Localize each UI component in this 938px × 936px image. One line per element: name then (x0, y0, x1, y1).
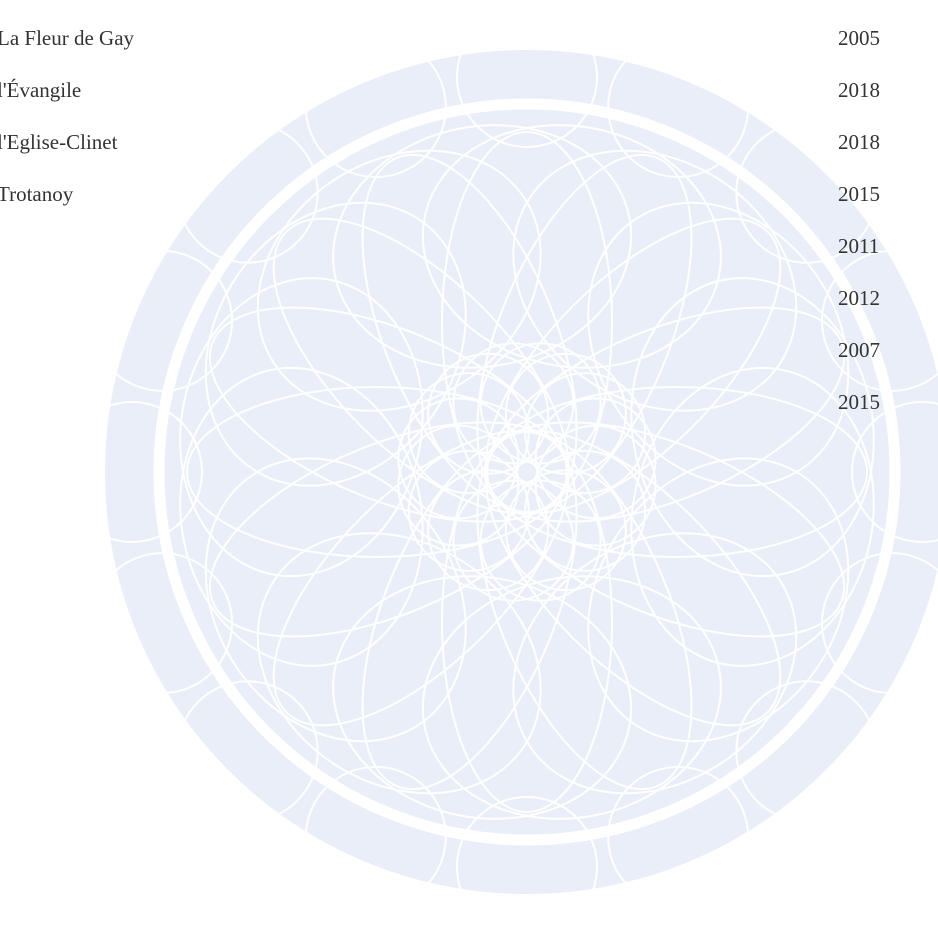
wine-year: 2011 (838, 234, 879, 258)
wine-name: La Fleur de Gay (0, 26, 135, 50)
wine-year: 2018 (838, 130, 880, 154)
rosette-background (62, 7, 938, 936)
page: La Fleur de Gay 2005 l'Évangile 2018 l'Eglis… (0, 0, 938, 936)
wine-year: 2005 (838, 26, 880, 50)
wine-year: 2012 (838, 286, 880, 310)
rosette-disc (105, 50, 938, 894)
wine-year: 2007 (838, 338, 880, 362)
wine-list: La Fleur de Gay 2005 l'Évangile 2018 l'Eglis… (0, 0, 938, 936)
wine-year: 2018 (838, 78, 880, 102)
wine-name: l'Évangile (0, 78, 81, 102)
wine-year: 2015 (838, 182, 880, 206)
wine-name: l'Eglise-Clinet (0, 130, 118, 154)
wine-name: Trotanoy (0, 182, 74, 206)
wine-year: 2015 (838, 390, 880, 414)
